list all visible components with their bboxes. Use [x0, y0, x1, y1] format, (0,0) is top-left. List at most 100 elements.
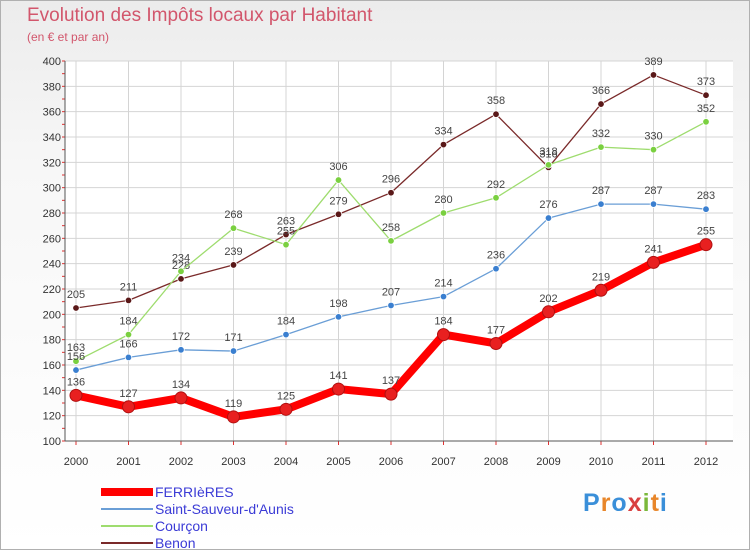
- data-label-ferri-res: 184: [434, 316, 452, 328]
- y-tick-label: 380: [43, 81, 61, 93]
- data-point-ferri-res: [122, 400, 135, 414]
- legend-item-cour-on: Courçon: [101, 517, 294, 534]
- data-label-saint-sauveur-d-aunis: 214: [434, 278, 452, 290]
- data-label-ferri-res: 119: [225, 398, 243, 410]
- data-label-benon: 373: [697, 76, 715, 88]
- data-point-benon: [597, 100, 605, 108]
- legend-item-benon: Benon: [101, 534, 294, 551]
- data-point-cour-on: [387, 237, 395, 245]
- data-point-ferri-res: [69, 388, 83, 402]
- data-label-benon: 263: [277, 216, 295, 228]
- data-point-cour-on: [177, 267, 185, 275]
- y-tick-label: 120: [43, 411, 61, 423]
- data-point-saint-sauveur-d-aunis: [492, 265, 500, 273]
- data-label-saint-sauveur-d-aunis: 198: [329, 298, 347, 310]
- legend-label: Saint-Sauveur-d'Aunis: [155, 500, 294, 517]
- data-label-saint-sauveur-d-aunis: 166: [119, 338, 137, 350]
- data-point-saint-sauveur-d-aunis: [544, 214, 553, 222]
- x-tick-label: 2003: [221, 456, 245, 468]
- data-label-benon: 211: [120, 281, 138, 293]
- data-label-cour-on: 255: [277, 226, 295, 238]
- data-point-saint-sauveur-d-aunis: [229, 347, 238, 355]
- data-label-cour-on: 234: [172, 252, 190, 264]
- y-tick-label: 320: [43, 157, 61, 169]
- data-label-ferri-res: 202: [539, 293, 557, 305]
- data-label-cour-on: 332: [592, 128, 610, 140]
- data-label-ferri-res: 137: [382, 375, 400, 387]
- logo-letter: x: [627, 489, 643, 517]
- logo-letter: P: [583, 489, 601, 517]
- data-point-benon: [229, 261, 238, 269]
- x-tick-label: 2009: [536, 456, 560, 468]
- logo-letter: r: [600, 489, 612, 517]
- y-tick-label: 360: [43, 107, 61, 119]
- proxiti-logo: Proxiti: [583, 489, 668, 518]
- data-label-saint-sauveur-d-aunis: 207: [382, 286, 400, 298]
- data-label-ferri-res: 219: [592, 271, 610, 283]
- data-label-saint-sauveur-d-aunis: 283: [697, 190, 715, 202]
- data-point-ferri-res: [489, 336, 503, 350]
- data-point-benon: [124, 296, 133, 305]
- data-point-cour-on: [282, 240, 290, 249]
- data-label-cour-on: 163: [67, 342, 85, 354]
- data-point-cour-on: [124, 330, 133, 339]
- data-label-benon: 334: [434, 126, 452, 138]
- data-point-saint-sauveur-d-aunis: [597, 200, 605, 208]
- data-point-cour-on: [597, 143, 605, 151]
- data-point-saint-sauveur-d-aunis: [702, 205, 710, 213]
- data-point-saint-sauveur-d-aunis: [124, 353, 133, 362]
- x-tick-label: 2012: [694, 456, 718, 468]
- legend-label: FERRIèRES: [155, 483, 234, 500]
- data-label-ferri-res: 255: [697, 226, 715, 238]
- data-point-cour-on: [439, 209, 448, 217]
- data-label-cour-on: 318: [539, 146, 557, 158]
- data-point-saint-sauveur-d-aunis: [649, 200, 658, 208]
- y-tick-label: 160: [43, 360, 61, 372]
- data-point-cour-on: [649, 145, 658, 154]
- data-point-benon: [649, 71, 658, 79]
- data-label-cour-on: 268: [224, 209, 242, 221]
- data-point-benon: [72, 304, 80, 312]
- logo-letter: i: [642, 489, 651, 517]
- data-point-benon: [702, 91, 710, 99]
- data-label-cour-on: 306: [329, 161, 347, 173]
- data-label-saint-sauveur-d-aunis: 171: [224, 332, 242, 344]
- data-point-ferri-res: [227, 410, 240, 424]
- data-label-saint-sauveur-d-aunis: 276: [539, 199, 557, 211]
- data-label-cour-on: 184: [119, 316, 137, 328]
- data-point-benon: [177, 275, 185, 283]
- data-point-saint-sauveur-d-aunis: [177, 346, 185, 354]
- data-point-cour-on: [229, 224, 238, 232]
- x-tick-label: 2010: [589, 456, 613, 468]
- data-label-saint-sauveur-d-aunis: 236: [487, 250, 505, 262]
- legend-swatch: [101, 487, 153, 496]
- chart-legend: FERRIèRES Saint-Sauveur-d'Aunis Courçon Ben…: [101, 483, 294, 551]
- data-point-ferri-res: [437, 328, 450, 342]
- data-point-cour-on: [72, 357, 80, 365]
- data-label-cour-on: 352: [697, 103, 715, 115]
- data-point-cour-on: [492, 194, 500, 202]
- data-label-saint-sauveur-d-aunis: 184: [277, 316, 295, 328]
- x-tick-label: 2004: [274, 456, 298, 468]
- x-tick-label: 2007: [431, 456, 455, 468]
- data-label-benon: 279: [329, 195, 347, 207]
- data-label-ferri-res: 136: [67, 376, 85, 388]
- y-tick-label: 400: [43, 56, 61, 68]
- data-label-benon: 228: [172, 260, 190, 272]
- data-point-cour-on: [334, 176, 343, 184]
- x-tick-label: 2008: [484, 456, 508, 468]
- legend-swatch: [101, 507, 153, 510]
- legend-label: Benon: [155, 534, 196, 551]
- data-label-benon: 358: [487, 95, 505, 107]
- data-label-cour-on: 292: [487, 179, 505, 191]
- data-point-ferri-res: [384, 387, 398, 401]
- x-tick-label: 2005: [326, 456, 350, 468]
- y-tick-label: 280: [43, 208, 61, 220]
- x-tick-label: 2002: [169, 456, 193, 468]
- chart-subtitle: (en € et par an): [27, 30, 110, 44]
- data-label-cour-on: 280: [434, 194, 452, 206]
- data-point-benon: [439, 140, 448, 149]
- data-label-ferri-res: 127: [119, 388, 137, 400]
- y-tick-label: 180: [43, 335, 61, 347]
